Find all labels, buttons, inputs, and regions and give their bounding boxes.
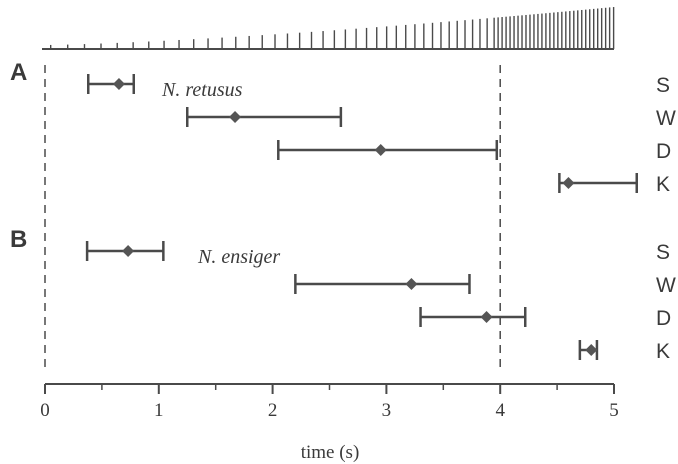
x-axis: 0 1 2 3 4 5	[40, 383, 619, 421]
x-tick-label: 3	[382, 400, 392, 421]
mean-marker	[585, 344, 598, 356]
category-label: S	[656, 74, 670, 97]
category-label: D	[656, 140, 671, 163]
mean-marker	[122, 245, 135, 257]
mean-marker	[480, 311, 493, 323]
category-label: K	[656, 173, 670, 196]
category-label: S	[656, 241, 670, 264]
reference-lines	[44, 65, 501, 372]
panel-label: B	[10, 226, 27, 253]
x-tick-label: 1	[154, 400, 164, 421]
mean-marker	[112, 78, 125, 90]
category-label: W	[656, 107, 676, 130]
species-label: N. ensiger	[197, 246, 280, 268]
mean-marker	[374, 144, 387, 156]
x-tick-label: 2	[268, 400, 278, 421]
category-label: W	[656, 274, 676, 297]
species-label: N. retusus	[161, 79, 243, 101]
x-axis-title: time (s)	[301, 442, 360, 463]
category-label: D	[656, 307, 671, 330]
x-tick-label: 5	[609, 400, 619, 421]
mean-marker	[562, 177, 575, 189]
category-label: K	[656, 340, 670, 363]
pulse-train	[42, 7, 615, 50]
x-tick-label: 0	[40, 400, 50, 421]
mean-marker	[229, 111, 242, 123]
x-tick-label: 4	[495, 400, 505, 421]
mean-marker	[405, 278, 418, 290]
panel-label: A	[10, 59, 27, 86]
